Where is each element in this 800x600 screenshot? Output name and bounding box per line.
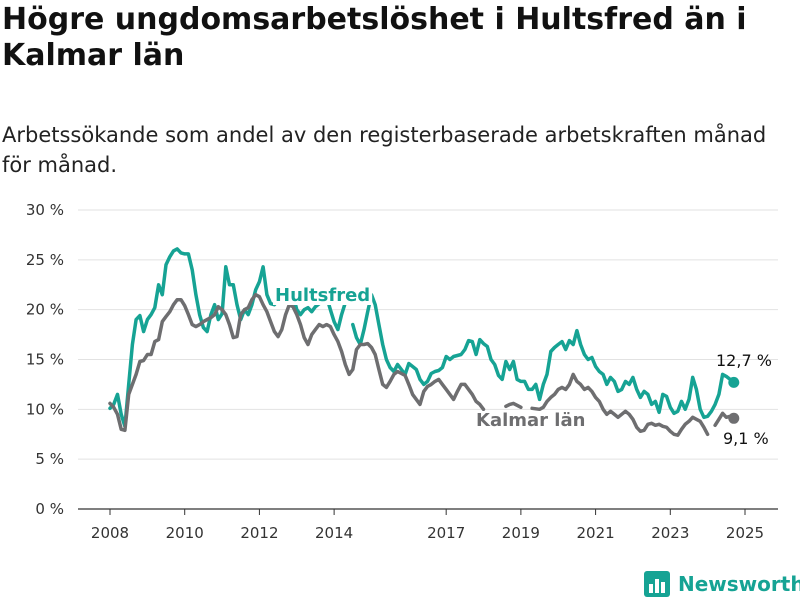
y-axis-ticks: 0 % 5 % 10 % 15 % 20 % 25 % 30 % [26, 201, 64, 518]
x-tick-label: 2017 [427, 524, 465, 542]
y-grid [78, 209, 778, 510]
x-tick-label: 2019 [502, 524, 540, 542]
x-tick-label: 2008 [91, 524, 129, 542]
bar-chart-logo-icon [644, 571, 670, 597]
end-point-hultsfred [728, 376, 740, 388]
x-tick-label: 2025 [726, 524, 764, 542]
x-tick-label: 2014 [315, 524, 353, 542]
x-axis: 2008 2010 2012 2014 2017 2019 2021 2023 2025 [91, 509, 764, 542]
end-point-kalmar [728, 412, 740, 424]
end-label-kalmar: 9,1 % [723, 429, 769, 448]
y-tick-label: 5 % [35, 450, 64, 468]
end-label-hultsfred: 12,7 % [716, 351, 772, 370]
line-chart: 0 %5 %10 %15 %20 %25 %30 % 2008 2010 2012 2… [26, 201, 778, 542]
label-kalmar-bg [474, 411, 588, 430]
series-label-kalmar: Kalmar län [476, 410, 585, 431]
y-tick-label: 10 % [26, 400, 64, 418]
x-tick-label: 2012 [240, 524, 278, 542]
chart-subtitle: Arbetssökande som andel av den registerb… [2, 123, 767, 177]
series-line-kalmar [504, 401, 523, 410]
x-tick-label: 2023 [651, 524, 689, 542]
y-tick-label: 0 % [35, 500, 64, 518]
series-line-kalmar [108, 292, 486, 433]
y-tick-label: 15 % [26, 351, 64, 369]
y-tick-label: 20 % [26, 301, 64, 319]
label-hultsfred-bg [273, 286, 373, 305]
chart-title: Högre ungdomsarbetslöshet i Hultsfred än… [2, 2, 747, 73]
series-line-hultsfred [108, 247, 284, 429]
series-lines [108, 247, 740, 437]
x-tick-label: 2010 [166, 524, 204, 542]
y-tick-label: 30 % [26, 201, 64, 219]
brand-name: Newsworthy [678, 572, 800, 596]
x-tick-label: 2021 [576, 524, 614, 542]
series-line-kalmar [530, 372, 710, 437]
series-line-hultsfred [351, 292, 736, 420]
y-tick-label: 25 % [26, 251, 64, 269]
newsworthy-brand: Newsworthy [644, 568, 800, 600]
series-label-hultsfred: Hultsfred [275, 285, 370, 306]
